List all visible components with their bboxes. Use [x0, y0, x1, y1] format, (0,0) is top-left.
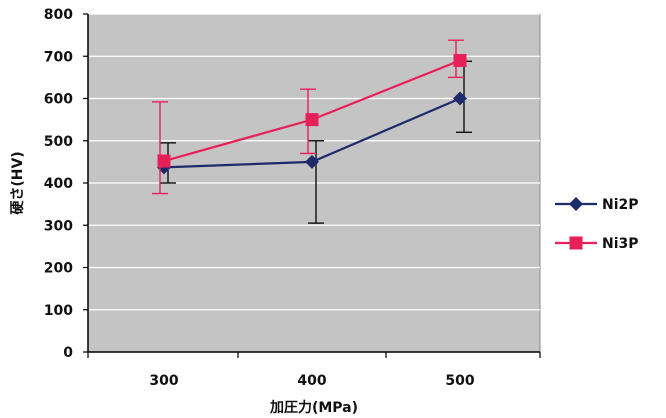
x-tick-label: 500 [445, 373, 474, 389]
legend-label: Ni3P [602, 236, 639, 252]
legend-item-ni2p: Ni2P [555, 197, 639, 213]
y-tick-label: 100 [44, 303, 73, 319]
data-point [157, 154, 171, 168]
y-tick-labels: 0 100 200 300 400 500 600 700 800 [44, 7, 73, 361]
legend-marker [569, 197, 583, 211]
series-layer [152, 39, 472, 224]
legend: Ni2P Ni3P [555, 197, 639, 252]
legend-label: Ni2P [602, 197, 639, 213]
y-tick-label: 0 [63, 345, 73, 361]
series-ni3p [152, 39, 467, 195]
y-axis-title: 硬さ(HV) [10, 151, 26, 214]
axes [83, 13, 541, 358]
x-tick-label: 300 [149, 373, 178, 389]
legend-item-ni3p: Ni3P [555, 236, 639, 252]
y-tick-label: 500 [44, 134, 73, 150]
y-tick-label: 300 [44, 218, 73, 234]
y-tick-label: 800 [44, 7, 73, 23]
y-tick-label: 400 [44, 176, 73, 192]
y-tick-label: 200 [44, 261, 73, 277]
data-point [305, 154, 319, 169]
y-tick-label: 700 [44, 49, 73, 65]
data-point [305, 113, 319, 127]
x-tick-labels: 300 400 500 [149, 373, 474, 389]
legend-marker [569, 236, 583, 250]
y-tick-label: 600 [44, 92, 73, 108]
x-axis-title: 加圧力(MPa) [269, 399, 358, 416]
x-tick-label: 400 [297, 373, 326, 389]
data-point [453, 53, 467, 67]
data-point [453, 91, 467, 106]
